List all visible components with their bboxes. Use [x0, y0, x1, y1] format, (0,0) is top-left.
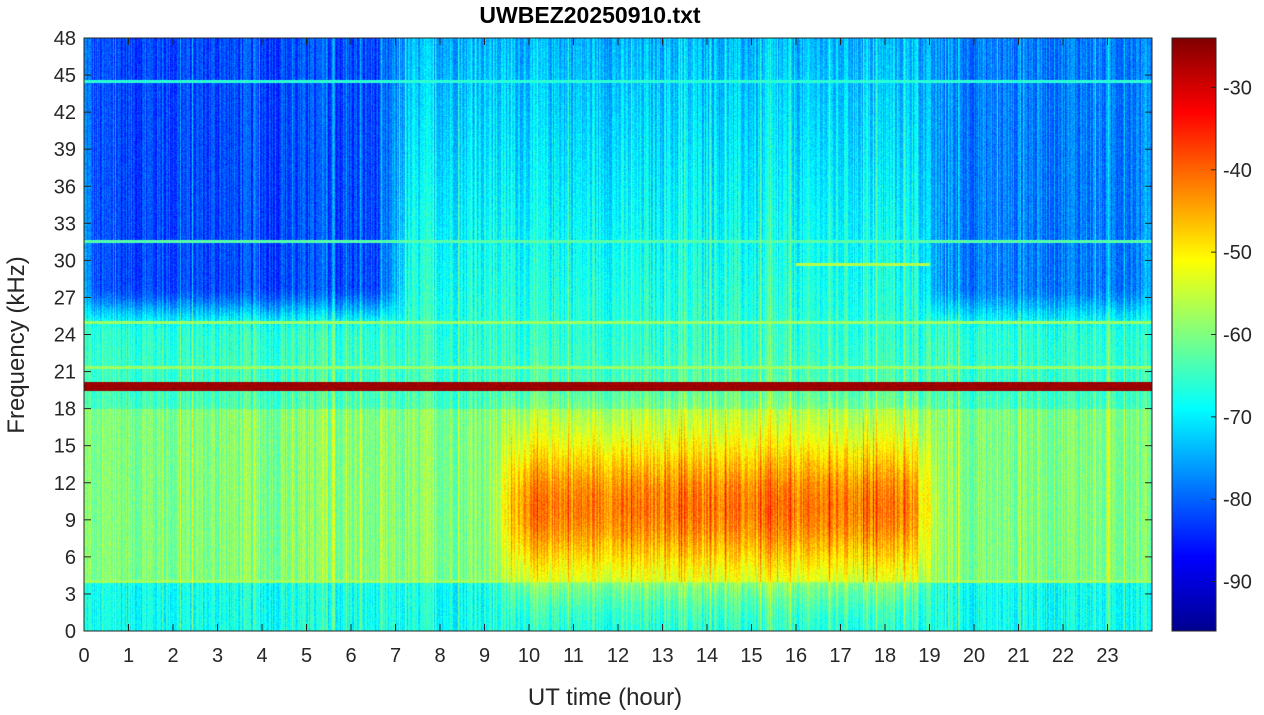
x-tick-label: 9: [479, 645, 490, 667]
y-tick-label: 3: [65, 584, 76, 606]
colorbar-tick-label: -70: [1223, 407, 1252, 429]
colorbar-tick-label: -90: [1223, 572, 1252, 594]
y-tick-label: 48: [54, 28, 76, 50]
x-tick-label: 16: [785, 645, 807, 667]
y-tick-label: 15: [54, 436, 76, 458]
x-tick-label: 21: [1007, 645, 1029, 667]
y-tick-label: 18: [54, 399, 76, 421]
x-axis: 0 1 2 3 4 5 6 7 8 9 10 11 12 13 14 15 16 17 18 19 20 21 22 23: [78, 38, 1119, 667]
x-tick-label: 11: [563, 645, 584, 667]
x-tick-label: 8: [434, 645, 445, 667]
x-tick-label: 23: [1096, 645, 1118, 667]
y-tick-label: 33: [54, 213, 76, 235]
x-tick-label: 13: [651, 645, 673, 667]
y-tick-label: 39: [54, 139, 76, 161]
colorbar: -30 -40 -50 -60 -70 -80 -90: [1171, 37, 1252, 632]
x-tick-label: 0: [78, 645, 89, 667]
x-tick-label: 20: [963, 645, 985, 667]
x-tick-label: 12: [607, 645, 629, 667]
x-tick-label: 2: [167, 645, 178, 667]
heatmap-canvas: [84, 38, 1152, 631]
y-tick-label: 36: [54, 176, 76, 198]
y-tick-label: 9: [65, 510, 76, 532]
y-tick-label: 27: [54, 287, 76, 309]
y-tick-label: 24: [54, 325, 76, 347]
x-tick-label: 18: [874, 645, 896, 667]
y-tick-label: 45: [54, 65, 76, 87]
plot-area: [83, 37, 1153, 632]
x-tick-label: 5: [301, 645, 312, 667]
colorbar-tick-label: -50: [1223, 242, 1252, 264]
x-tick-label: 19: [918, 645, 940, 667]
y-tick-label: 0: [65, 621, 76, 643]
x-tick-label: 10: [518, 645, 540, 667]
x-tick-label: 15: [740, 645, 762, 667]
x-tick-label: 4: [256, 645, 267, 667]
colorbar-tick-label: -60: [1223, 325, 1252, 347]
y-tick-label: 12: [54, 473, 76, 495]
x-tick-label: 6: [345, 645, 356, 667]
y-tick-label: 30: [54, 250, 76, 272]
colorbar-gradient: [1171, 37, 1217, 632]
y-tick-label: 42: [54, 102, 76, 124]
x-tick-label: 7: [390, 645, 401, 667]
x-tick-label: 1: [123, 645, 134, 667]
y-axis-label: Frequency (kHz): [3, 256, 30, 433]
x-tick-label: 14: [696, 645, 718, 667]
colorbar-tick-label: -80: [1223, 489, 1252, 511]
chart-title: UWBEZ20250910.txt: [479, 2, 700, 28]
y-tick-label: 6: [65, 547, 76, 569]
colorbar-ticks: -30 -40 -50 -60 -70 -80 -90: [1211, 77, 1252, 594]
x-tick-label: 22: [1052, 645, 1074, 667]
x-axis-label: UT time (hour): [528, 684, 682, 711]
x-tick-label: 17: [829, 645, 851, 667]
x-tick-label: 3: [212, 645, 223, 667]
colorbar-tick-label: -30: [1223, 77, 1252, 99]
y-tick-label: 21: [54, 362, 76, 384]
colorbar-tick-label: -40: [1223, 160, 1252, 182]
